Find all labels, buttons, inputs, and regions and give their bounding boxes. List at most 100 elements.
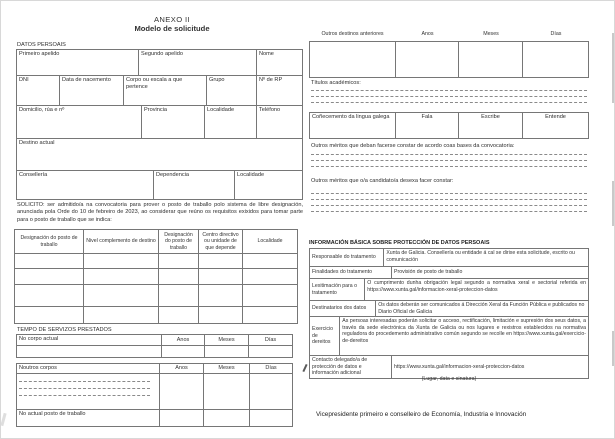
noutros-corpos-write-area[interactable] [17, 374, 160, 409]
scan-artifact [612, 331, 614, 366]
tempo-input-cell[interactable] [250, 410, 292, 426]
posto-input-cell[interactable] [84, 285, 159, 306]
meritos-bases-write-area[interactable] [311, 149, 587, 167]
posto-input-cell[interactable] [199, 254, 243, 268]
field-nome[interactable]: Nome [257, 50, 302, 75]
solicito-paragraph: SOLICITO: ser admitido/a na convocatoria… [17, 202, 303, 223]
proteccion-datos-table: Responsable do tratamento Xunta de Galic… [309, 248, 589, 379]
dashed-write-line [311, 188, 587, 194]
field-localidade-2[interactable]: Localidade [235, 171, 302, 199]
tempo-input-cell[interactable] [160, 374, 204, 409]
posto-input-cell[interactable] [84, 254, 159, 268]
dashed-write-line [311, 91, 587, 97]
tempo-input-cell[interactable] [205, 346, 249, 357]
section-tempo-servizos: TEMPO DE SERVIZOS PRESTADOS [17, 327, 112, 333]
table-row: Lexitimación para o tratamento O cumprim… [310, 279, 588, 301]
column-header: Días [264, 336, 277, 343]
posto-input-cell[interactable] [159, 269, 199, 284]
tempo-input-cell[interactable] [17, 346, 162, 357]
field-segundo-apelido[interactable]: Segundo apelido [139, 50, 257, 75]
tempo-input-cell[interactable] [162, 346, 205, 357]
field-corpo-escala[interactable]: Corpo ou escala a que pertence [124, 76, 207, 105]
destino-input-cell[interactable] [523, 42, 588, 77]
lingua-galega-table: Coñecemento da lingua galega Fala Escrib… [309, 112, 589, 139]
lingua-escribe-cell[interactable]: Escribe [459, 113, 523, 138]
destino-input-cell[interactable] [396, 42, 459, 77]
lingua-fala-cell[interactable]: Fala [396, 113, 459, 138]
table-row: Destino actual [17, 139, 302, 171]
posto-input-cell[interactable] [159, 254, 199, 268]
field-label: Corpo ou escala a que pertence [126, 77, 183, 90]
table-row [17, 346, 292, 357]
posto-input-cell[interactable] [15, 254, 84, 268]
field-domicilio[interactable]: Domicilio, rúa e nº [17, 106, 142, 138]
field-primeiro-apelido[interactable]: Primeiro apelido [17, 50, 139, 75]
field-data-nacemento[interactable]: Data de nacemento [60, 76, 124, 105]
posto-input-cell[interactable] [243, 254, 297, 268]
row-label-cell: Noutros corpos [17, 364, 160, 373]
proteccion-row-label: Destinatarios dos datos [310, 301, 377, 316]
field-destino-actual[interactable]: Destino actual [17, 139, 302, 170]
destino-input-cell[interactable] [459, 42, 523, 77]
table-row [310, 42, 588, 77]
meritos-candidato-label: Outros méritos que o/a candidato/a desex… [311, 178, 454, 184]
posto-input-cell[interactable] [243, 285, 297, 306]
column-header: Designación do posto de traballo [159, 230, 199, 253]
column-header: Escribe [481, 114, 500, 120]
proteccion-datos-title: INFORMACIÓN BÁSICA SOBRE PROTECCIÓN DE D… [309, 240, 490, 246]
scan-artifact [612, 181, 614, 226]
field-label: Localidade [237, 172, 265, 178]
tempo-input-cell[interactable] [249, 346, 292, 357]
posto-input-cell[interactable] [199, 307, 243, 323]
field-telefono[interactable]: Teléfono [257, 106, 302, 138]
posto-input-cell[interactable] [15, 307, 84, 323]
destino-input-cell[interactable] [310, 42, 396, 77]
field-provincia[interactable]: Provincia [142, 106, 205, 138]
field-localidade[interactable]: Localidade [205, 106, 257, 138]
column-header: Entende [545, 114, 566, 120]
row-label: Coñecemento da lingua galega [312, 114, 390, 120]
posto-input-cell[interactable] [243, 269, 297, 284]
field-dni[interactable]: DNI [17, 76, 60, 105]
posto-input-cell[interactable] [159, 285, 199, 306]
row-label-cell: Coñecemento da lingua galega [310, 113, 396, 138]
column-header: Nivel complemento de destino [84, 230, 159, 253]
dashed-write-line [311, 155, 587, 161]
column-header: Anos [160, 364, 204, 373]
tempo-input-cell[interactable] [250, 374, 292, 409]
proteccion-row-value: Provisión de posto de traballo [394, 269, 463, 276]
form-title-block: ANEXO II Modelo de solicitude [41, 15, 303, 33]
table-row: Destinatarios dos datos Os datos deberán… [310, 301, 588, 317]
lingua-entende-cell[interactable]: Entende [523, 113, 588, 138]
posto-input-cell[interactable] [199, 285, 243, 306]
datos-persoais-table: Primeiro apelido Segundo apelido Nome DN… [16, 49, 303, 200]
posto-input-cell[interactable] [84, 307, 159, 323]
tempo-input-cell[interactable] [160, 410, 204, 426]
table-header-row: Noutros corpos Anos Meses Días [17, 364, 292, 374]
table-header-row: No corpo actual Anos Meses Días [17, 335, 292, 346]
titulos-write-area[interactable] [311, 85, 587, 103]
field-dependencia[interactable]: Dependencia [154, 171, 235, 199]
field-num-rp[interactable]: Nº de RP [257, 76, 302, 105]
posto-input-cell[interactable] [243, 307, 297, 323]
row-label: No corpo actual [19, 336, 59, 342]
table-row: Finalidades do tratamento Provisión de p… [310, 267, 588, 279]
field-grupo[interactable]: Grupo [207, 76, 257, 105]
meritos-candidato-write-area[interactable] [311, 188, 587, 212]
signature-hint: (Lugar, data e sinatura) [421, 376, 477, 382]
tempo-input-cell[interactable] [204, 374, 250, 409]
row-label-cell: No corpo actual [17, 335, 162, 345]
posto-input-cell[interactable] [199, 269, 243, 284]
posto-input-cell[interactable] [159, 307, 199, 323]
scan-artifact [1, 412, 7, 427]
field-conselleria[interactable]: Consellería [17, 171, 154, 199]
proteccion-row-label: Responsable do tratamento [310, 249, 385, 266]
tempo-input-cell[interactable] [204, 410, 250, 426]
posto-input-cell[interactable] [15, 285, 84, 306]
proteccion-row-value: https://www.xunta.gal/informacion-xeral-… [394, 363, 525, 370]
column-header: Anos [162, 335, 205, 345]
field-label: Localidade [207, 107, 235, 113]
titulos-academicos-label: Títulos académicos: [311, 80, 361, 86]
posto-input-cell[interactable] [84, 269, 159, 284]
posto-input-cell[interactable] [15, 269, 84, 284]
